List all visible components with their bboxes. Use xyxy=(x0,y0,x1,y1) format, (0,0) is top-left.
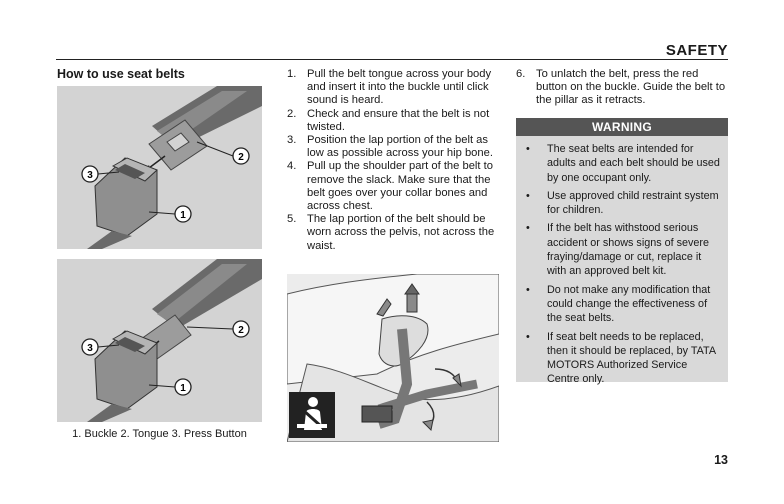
warning-item: • If seat belt needs to be replaced, then… xyxy=(524,330,720,387)
header-divider xyxy=(56,59,728,60)
step-number: 3. xyxy=(287,134,297,147)
seatbelt-buckle-figure-1: 3 2 1 xyxy=(57,86,262,249)
callout-3-label-fig2: 3 xyxy=(87,343,93,354)
warning-item: • Use approved child restraint system for… xyxy=(524,189,720,218)
step-item: 6. To unlatch the belt, press the red but… xyxy=(516,68,728,108)
warning-list: • The seat belts are intended for adults … xyxy=(516,136,728,387)
wearing-seatbelt-illustration xyxy=(287,274,499,442)
figure-caption: 1. Buckle 2. Tongue 3. Press Button xyxy=(72,428,247,440)
callout-3-label: 3 xyxy=(87,170,93,181)
bullet-icon: • xyxy=(526,143,530,155)
page-header-title: SAFETY xyxy=(665,42,728,59)
step-text: To unlatch the belt, press the red butto… xyxy=(536,68,726,107)
step-number: 6. xyxy=(516,68,526,80)
warning-text: If the belt has withstood serious accide… xyxy=(547,222,710,278)
warning-text: The seat belts are intended for adults a… xyxy=(547,143,720,184)
bullet-icon: • xyxy=(526,189,530,202)
step-text: The lap portion of the belt should be wo… xyxy=(307,213,495,252)
page-number: 13 xyxy=(714,453,728,467)
seatbelt-buckle-figure-2: 3 2 1 xyxy=(57,259,262,422)
instruction-steps-list: 1. Pull the belt tongue across your body … xyxy=(287,68,499,253)
step-text: Pull up the shoulder part of the belt to… xyxy=(307,160,493,213)
occupant-illustration xyxy=(287,274,499,442)
warning-text: Use approved child restraint system for … xyxy=(547,189,719,217)
callout-1-label: 1 xyxy=(180,210,186,221)
step-item: 3. Position the lap portion of the belt a… xyxy=(287,134,499,160)
step-number: 1. xyxy=(287,68,297,80)
step-number: 4. xyxy=(287,160,297,173)
warning-item: • If the belt has withstood serious accid… xyxy=(524,221,720,278)
step-item: 1. Pull the belt tongue across your body … xyxy=(287,68,499,108)
step-number: 2. xyxy=(287,107,297,120)
warning-text: Do not make any modification that could … xyxy=(547,283,711,325)
callout-1-label-fig2: 1 xyxy=(180,383,186,394)
instruction-steps-list-continued: 6. To unlatch the belt, press the red but… xyxy=(516,68,728,108)
warning-item: • Do not make any modification that could… xyxy=(524,283,720,326)
warning-title: WARNING xyxy=(516,118,728,136)
bullet-icon: • xyxy=(526,330,530,343)
section-title: How to use seat belts xyxy=(57,67,185,81)
step-text: Pull the belt tongue across your body an… xyxy=(307,68,492,107)
buckle-illustration: 3 2 1 xyxy=(81,86,262,249)
step-text: Check and ensure that the belt is not tw… xyxy=(307,107,490,133)
step-number: 5. xyxy=(287,213,297,226)
warning-text: If seat belt needs to be replaced, then … xyxy=(547,330,716,386)
step-item: 5. The lap portion of the belt should be … xyxy=(287,213,499,253)
seatbelt-warning-icon xyxy=(289,392,335,438)
step-text: Position the lap portion of the belt as … xyxy=(307,134,493,160)
bullet-icon: • xyxy=(526,283,530,296)
warning-item: • The seat belts are intended for adults … xyxy=(524,142,720,185)
bullet-icon: • xyxy=(526,222,530,235)
callout-2-label: 2 xyxy=(238,152,244,163)
buckle-inserted-illustration: 3 2 1 xyxy=(81,259,262,422)
step-item: 4. Pull up the shoulder part of the belt … xyxy=(287,160,499,213)
callout-2-label-fig2: 2 xyxy=(238,325,244,336)
step-item: 2. Check and ensure that the belt is not … xyxy=(287,108,499,134)
warning-box: WARNING • The seat belts are intended for… xyxy=(516,118,728,385)
